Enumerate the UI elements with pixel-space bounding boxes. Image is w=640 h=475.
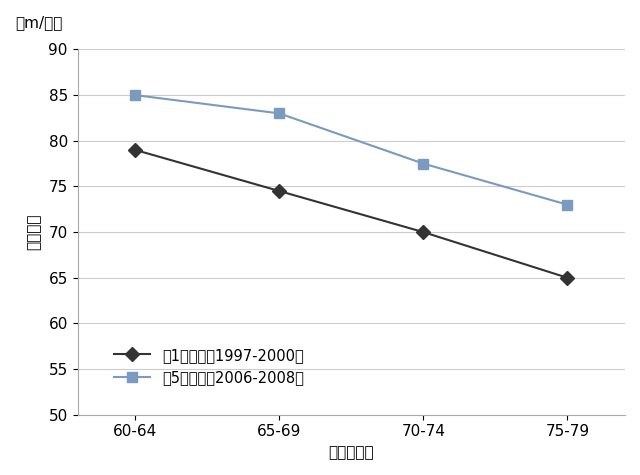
Line: 第5次調査（2006-2008）: 第5次調査（2006-2008） [131, 90, 572, 209]
第5次調査（2006-2008） [131, 92, 139, 98]
Text: （m/分）: （m/分） [15, 15, 62, 30]
第1次調査（1997-2000） [419, 229, 427, 235]
Line: 第1次調査（1997-2000）: 第1次調査（1997-2000） [131, 145, 572, 283]
第5次調査（2006-2008） [275, 111, 283, 116]
第5次調査（2006-2008） [564, 202, 572, 208]
Legend: 第1次調査（1997-2000）, 第5次調査（2006-2008）: 第1次調査（1997-2000）, 第5次調査（2006-2008） [107, 341, 311, 393]
第1次調査（1997-2000） [275, 188, 283, 194]
Y-axis label: 歩行速度: 歩行速度 [26, 214, 42, 250]
X-axis label: 年齢（歳）: 年齢（歳） [328, 445, 374, 460]
第5次調査（2006-2008） [419, 161, 427, 166]
第1次調査（1997-2000） [564, 275, 572, 281]
第1次調査（1997-2000） [131, 147, 139, 153]
